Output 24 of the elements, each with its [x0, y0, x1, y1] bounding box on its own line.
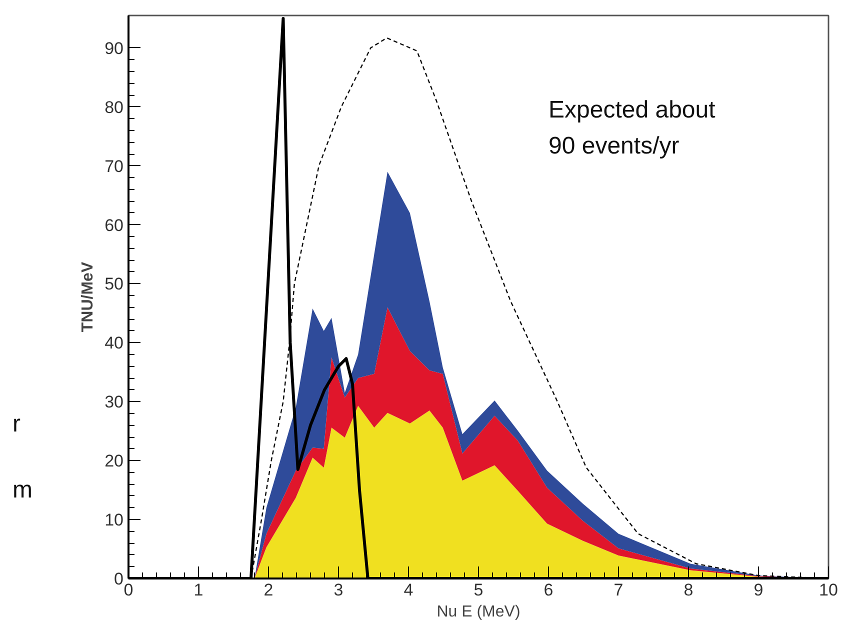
y-tick-label: 60	[104, 216, 124, 235]
text: m	[12, 476, 32, 504]
x-axis-title: Nu E (MeV)	[436, 604, 520, 620]
y-tick-label: 80	[104, 98, 124, 117]
x-tick-label: 4	[404, 580, 414, 600]
x-tick-label: 7	[614, 580, 624, 600]
y-tick-label: 70	[104, 156, 124, 176]
annotation: Expected about 90 events/yr	[548, 96, 716, 160]
x-tick-label: 10	[819, 580, 838, 600]
x-tick-label: 3	[334, 580, 344, 600]
y-tick-label: 20	[104, 452, 124, 471]
y-tick-label: 10	[104, 510, 124, 530]
y-tick-label: 30	[104, 392, 124, 412]
y-tick-label: 90	[104, 38, 124, 58]
y-axis-title: TNU/MeV	[80, 262, 97, 332]
y-tick-label: 50	[104, 274, 124, 294]
x-tick-label: 5	[474, 580, 484, 600]
x-tick-label: 8	[684, 580, 694, 600]
x-tick-label: 1	[194, 580, 204, 600]
y-tick-label: 40	[104, 334, 124, 353]
x-tick-label: 6	[544, 580, 554, 600]
x-tick-label: 2	[264, 580, 274, 600]
text: r	[12, 410, 20, 438]
x-tick-label: 9	[754, 580, 764, 600]
